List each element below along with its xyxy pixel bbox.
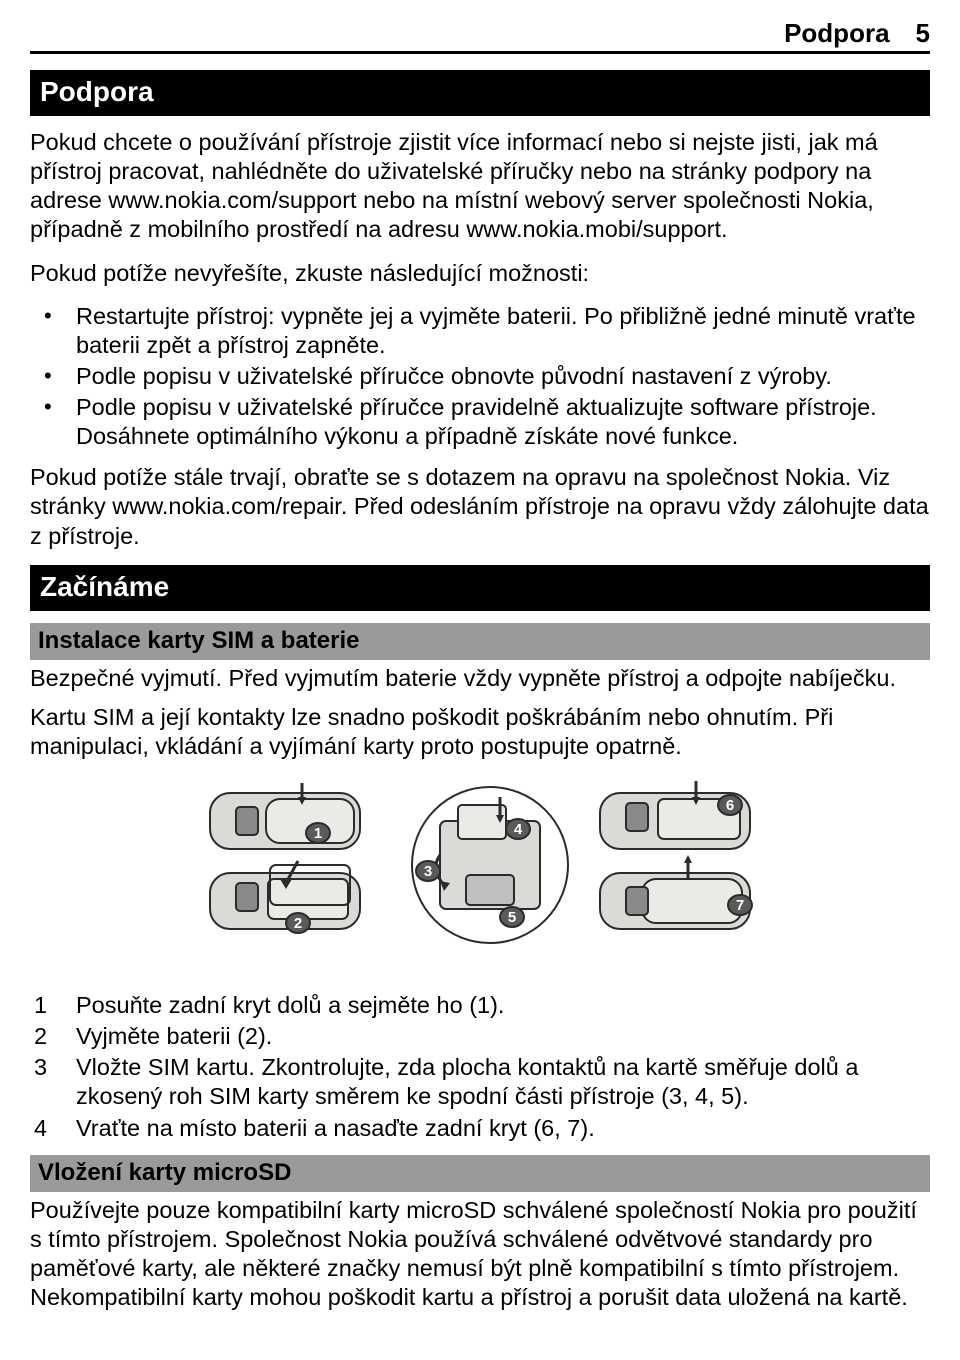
step-number: 2 [34, 1022, 47, 1051]
svg-text:5: 5 [508, 909, 516, 926]
list-item: 3 Vložte SIM kartu. Zkontrolujte, zda plo… [30, 1053, 930, 1111]
para-sim-care: Kartu SIM a její kontakty lze snadno poš… [30, 703, 930, 761]
list-item: Restartujte přístroj: vypněte jej a vyjm… [30, 302, 930, 360]
para-options-lead: Pokud potíže nevyřešíte, zkuste následuj… [30, 259, 930, 288]
list-item: 1 Posuňte zadní kryt dolů a sejměte ho (1… [30, 991, 930, 1020]
list-item: 2 Vyjměte baterii (2). [30, 1022, 930, 1051]
svg-text:1: 1 [314, 825, 322, 842]
step-text: Posuňte zadní kryt dolů a sejměte ho (1)… [76, 992, 504, 1018]
header-page-number: 5 [916, 18, 930, 49]
step-number: 1 [34, 991, 47, 1020]
para-safe-removal: Bezpečné vyjmutí. Před vyjmutím baterie … [30, 664, 930, 693]
heading-instalace: Instalace karty SIM a baterie [30, 623, 930, 660]
page: Podpora 5 Podpora Pokud chcete o používá… [0, 0, 960, 1360]
heading-podpora: Podpora [30, 70, 930, 116]
step-text: Vraťte na místo baterii a nasaďte zadní … [76, 1115, 595, 1141]
step-number: 4 [34, 1114, 47, 1143]
diagram-svg: 1 2 [200, 775, 760, 955]
page-header: Podpora 5 [30, 18, 930, 54]
header-section: Podpora [784, 18, 889, 49]
heading-zaciname: Začínáme [30, 565, 930, 611]
list-item: 4 Vraťte na místo baterii a nasaďte zadní… [30, 1114, 930, 1143]
install-steps: 1 Posuňte zadní kryt dolů a sejměte ho (1… [30, 991, 930, 1143]
sim-install-diagram: 1 2 [30, 775, 930, 955]
troubleshoot-bullets: Restartujte přístroj: vypněte jej a vyjm… [30, 302, 930, 452]
para-repair: Pokud potíže stále trvají, obraťte se s … [30, 463, 930, 550]
svg-text:2: 2 [294, 915, 302, 932]
svg-text:4: 4 [514, 821, 523, 838]
step-text: Vložte SIM kartu. Zkontrolujte, zda ploc… [76, 1054, 858, 1109]
step-text: Vyjměte baterii (2). [76, 1023, 272, 1049]
para-microsd: Používejte pouze kompatibilní karty micr… [30, 1196, 930, 1313]
svg-text:3: 3 [424, 863, 432, 880]
svg-text:6: 6 [726, 797, 734, 814]
para-intro: Pokud chcete o používání přístroje zjist… [30, 128, 930, 245]
list-item: Podle popisu v uživatelské příručce obno… [30, 362, 930, 391]
step-number: 3 [34, 1053, 47, 1082]
list-item: Podle popisu v uživatelské příručce prav… [30, 393, 930, 451]
heading-vlozeni: Vložení karty microSD [30, 1155, 930, 1192]
svg-text:7: 7 [736, 897, 744, 914]
